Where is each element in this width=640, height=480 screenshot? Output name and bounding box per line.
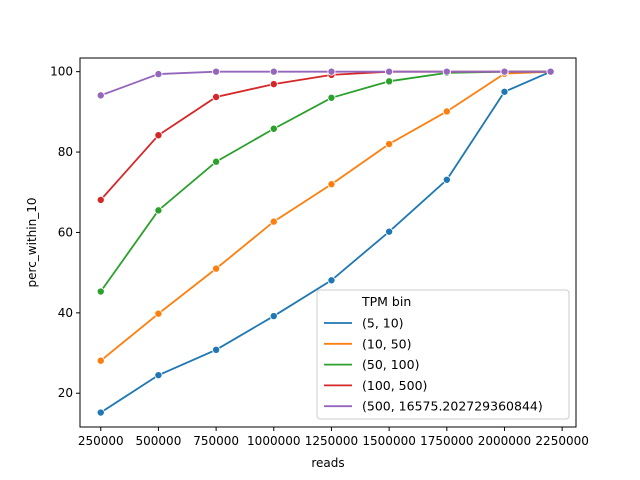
data-point — [269, 80, 278, 89]
legend-box — [316, 289, 570, 420]
data-point — [96, 356, 105, 365]
legend-items: (5, 10) (10, 50) (50, 100) (100, 500) (500, … — [324, 316, 543, 414]
data-point — [154, 206, 163, 215]
x-tick-label: 2250000 — [535, 434, 588, 448]
data-point — [327, 93, 336, 102]
data-point — [500, 67, 509, 76]
y-axis: 20 40 60 80 100 — [50, 65, 80, 400]
y-tick-label: 20 — [58, 386, 73, 400]
legend-label: (100, 500) — [362, 378, 427, 393]
data-point — [442, 175, 451, 184]
y-tick-label: 60 — [58, 225, 73, 239]
data-point — [212, 264, 221, 273]
x-tick-label: 750000 — [193, 434, 239, 448]
x-tick-label: 2000000 — [478, 434, 531, 448]
data-point — [327, 180, 336, 189]
y-axis-label: perc_within_10 — [25, 198, 39, 288]
data-point — [96, 195, 105, 204]
x-tick-label: 1000000 — [247, 434, 300, 448]
data-point — [546, 67, 555, 76]
legend-label: (50, 100) — [362, 357, 419, 372]
data-point — [154, 131, 163, 140]
data-point — [385, 67, 394, 76]
legend: TPM bin (5, 10) (10, 50) (50, 100) (100, 50… — [316, 289, 570, 420]
data-point — [269, 67, 278, 76]
data-point — [385, 77, 394, 86]
data-point — [212, 157, 221, 166]
data-point — [442, 107, 451, 116]
series-line — [100, 70, 551, 293]
x-tick-label: 500000 — [136, 434, 182, 448]
data-point — [327, 67, 336, 76]
y-tick-label: 40 — [58, 306, 73, 320]
legend-label: (5, 10) — [362, 316, 404, 331]
series-line — [100, 70, 551, 201]
x-axis: 250000 500000 750000 1000000 1250000 1500000 1… — [78, 427, 589, 448]
data-point — [212, 92, 221, 101]
data-point — [385, 227, 394, 236]
x-tick-label: 250000 — [78, 434, 124, 448]
data-point — [442, 67, 451, 76]
x-tick-label: 1750000 — [420, 434, 473, 448]
data-point — [269, 217, 278, 226]
x-tick-label: 1500000 — [362, 434, 415, 448]
data-point — [212, 345, 221, 354]
data-point — [269, 312, 278, 321]
data-point — [212, 67, 221, 76]
data-point — [327, 276, 336, 285]
data-point — [154, 70, 163, 79]
data-point — [385, 140, 394, 149]
x-tick-label: 1250000 — [305, 434, 358, 448]
data-point — [154, 309, 163, 318]
y-tick-label: 80 — [58, 145, 73, 159]
legend-title: TPM bin — [361, 294, 411, 309]
data-point — [96, 408, 105, 417]
plot-series-group — [96, 67, 555, 417]
data-point — [500, 87, 509, 96]
plot-frame — [79, 57, 577, 428]
x-axis-label: reads — [311, 456, 344, 470]
data-point — [96, 91, 105, 100]
y-tick-label: 100 — [50, 65, 73, 79]
legend-label: (10, 50) — [362, 336, 412, 351]
data-point — [154, 371, 163, 380]
data-point — [269, 124, 278, 133]
legend-label: (500, 16575.202729360844) — [362, 399, 543, 414]
data-point — [96, 287, 105, 296]
